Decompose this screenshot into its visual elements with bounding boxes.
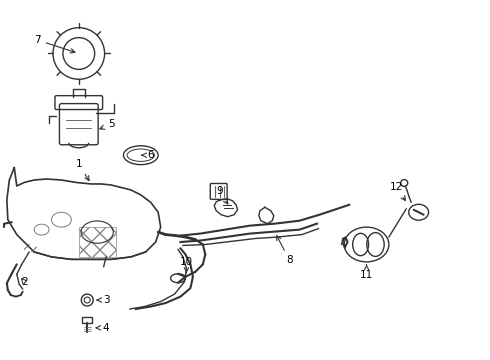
Bar <box>82 317 92 323</box>
Text: 8: 8 <box>277 236 293 265</box>
Text: 4: 4 <box>96 323 109 333</box>
Text: 12: 12 <box>390 183 405 201</box>
Text: 10: 10 <box>180 257 193 273</box>
Text: 6: 6 <box>142 150 154 160</box>
Text: 5: 5 <box>100 120 114 130</box>
Text: 9: 9 <box>216 186 228 204</box>
Text: 2: 2 <box>21 277 27 287</box>
Text: 11: 11 <box>360 265 373 280</box>
Text: 3: 3 <box>97 295 109 305</box>
Text: 7: 7 <box>34 35 75 53</box>
Bar <box>79 227 116 257</box>
Text: 1: 1 <box>75 159 89 181</box>
